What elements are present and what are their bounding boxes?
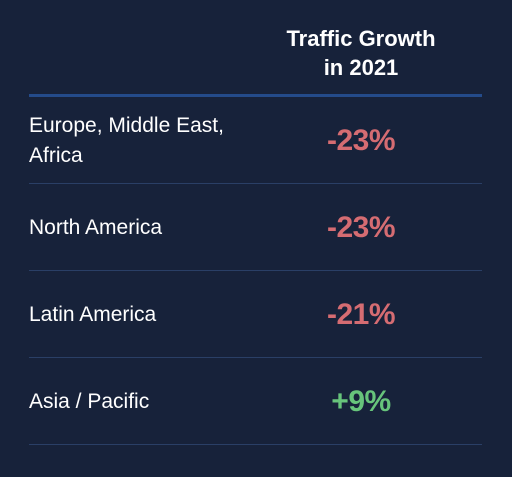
row-divider bbox=[29, 444, 482, 445]
region-label: Europe, Middle East, Africa bbox=[29, 113, 224, 167]
row-divider bbox=[29, 270, 482, 271]
table-header: Traffic Growth in 2021 bbox=[29, 0, 482, 97]
growth-value: -23% bbox=[326, 210, 396, 244]
row-divider bbox=[29, 357, 482, 358]
region-label: North America bbox=[29, 215, 163, 239]
growth-value: +9% bbox=[331, 384, 391, 418]
traffic-growth-table: Traffic Growth in 2021 Europe, Middle Ea… bbox=[29, 0, 482, 477]
region-label: Latin America bbox=[29, 302, 157, 326]
table-row: Latin America -21% bbox=[29, 271, 482, 358]
growth-value: -23% bbox=[326, 123, 396, 157]
region-label: Asia / Pacific bbox=[29, 389, 150, 413]
table-row: North America -23% bbox=[29, 184, 482, 271]
table-row: Asia / Pacific +9% bbox=[29, 358, 482, 445]
header-divider bbox=[29, 94, 482, 97]
table-row: Europe, Middle East, Africa -23% bbox=[29, 97, 482, 184]
column-header-traffic-growth: Traffic Growth in 2021 bbox=[286, 26, 436, 80]
row-divider bbox=[29, 183, 482, 184]
growth-value: -21% bbox=[326, 297, 396, 331]
